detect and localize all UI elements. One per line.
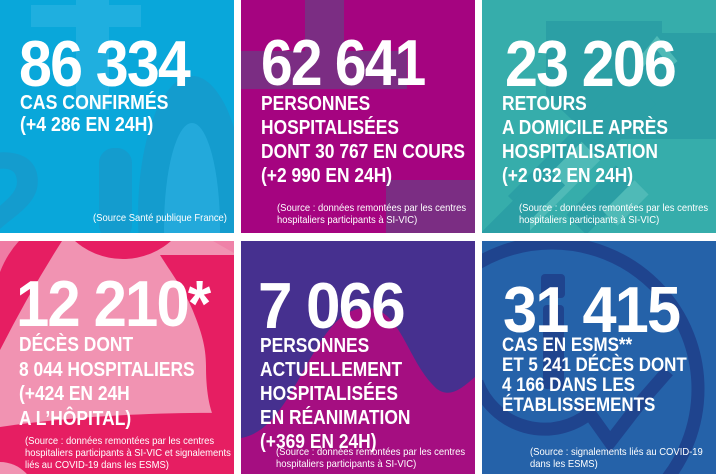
svg-text:2: 2 bbox=[0, 121, 45, 233]
